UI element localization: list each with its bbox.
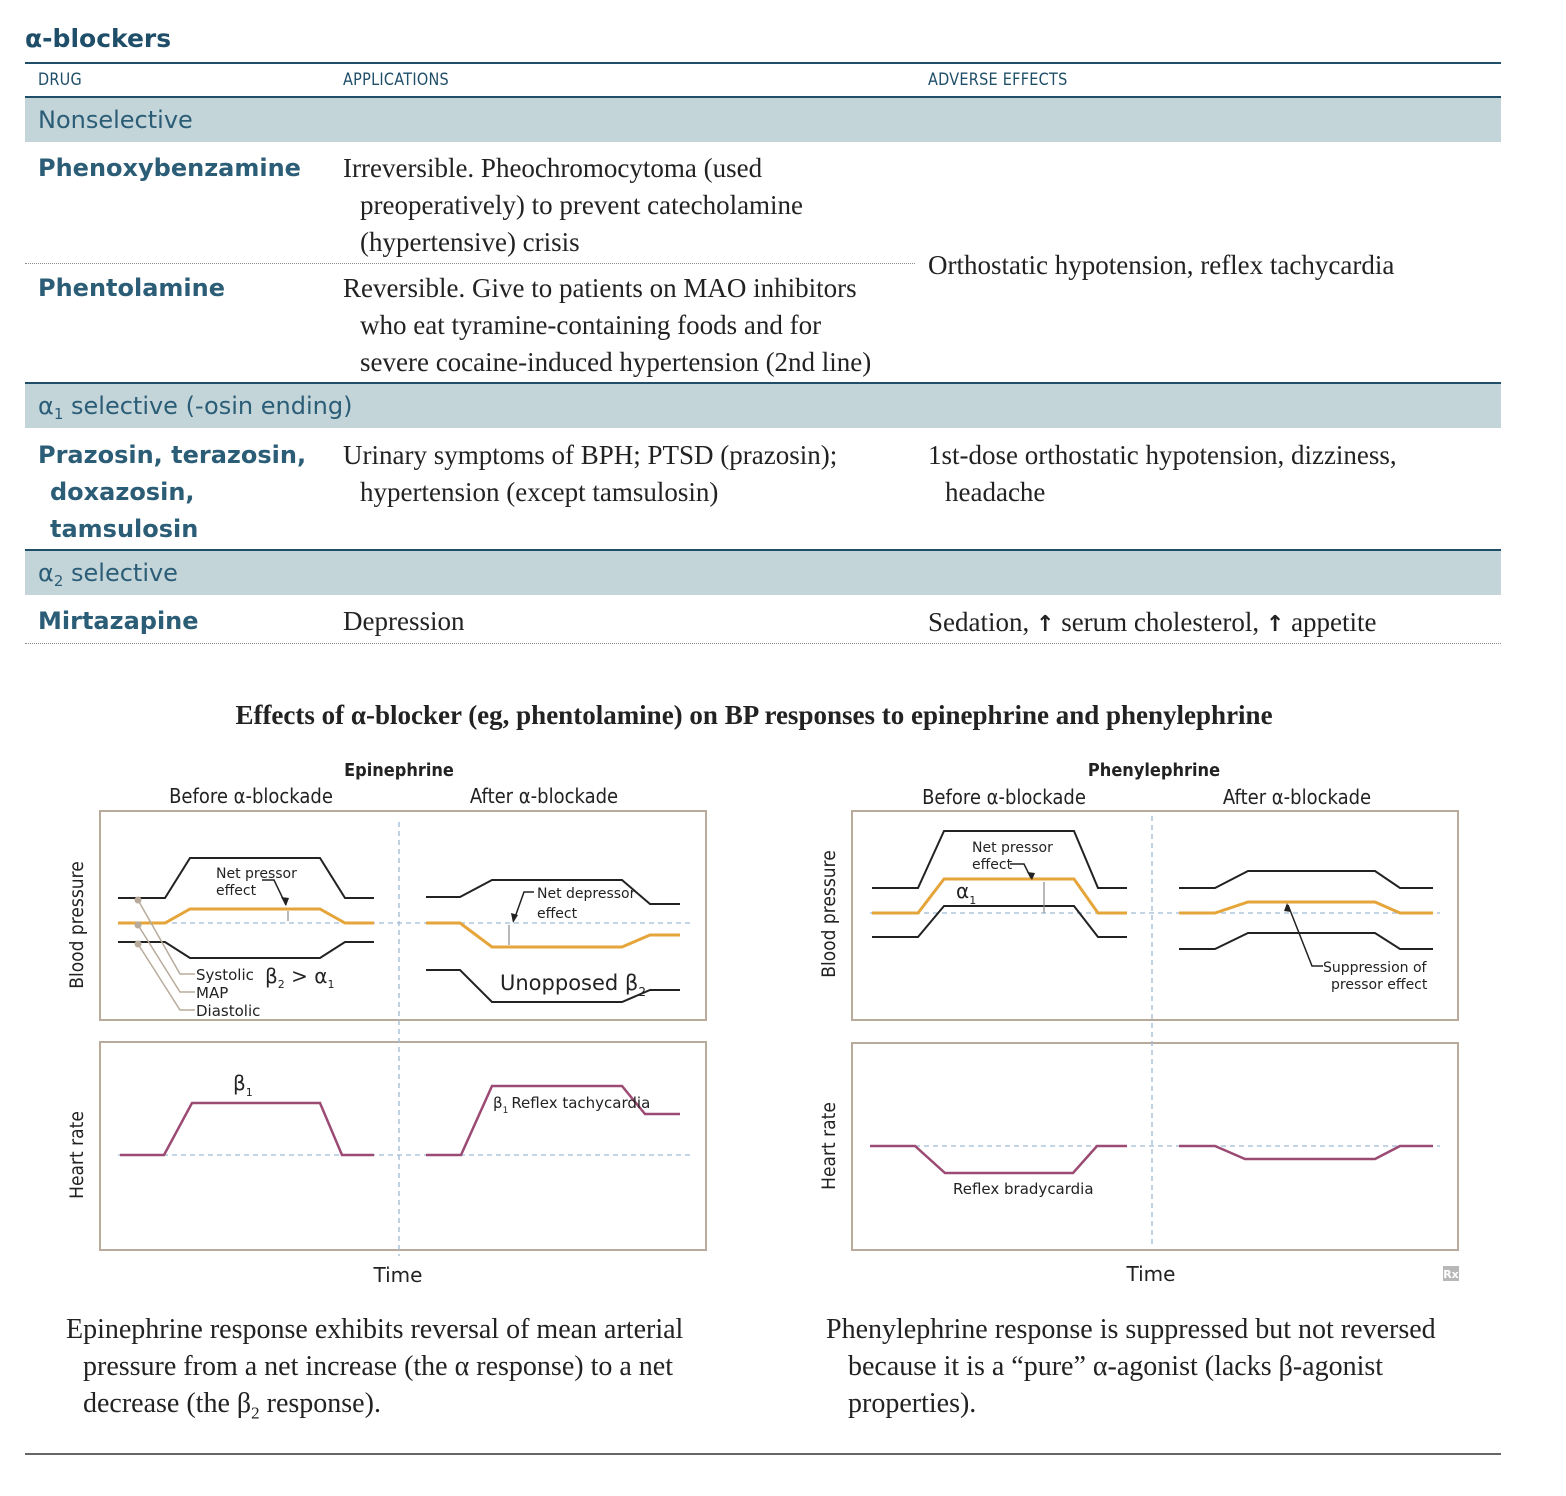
epi-after-label: After α-blockade — [470, 785, 618, 808]
diastolic-label: Diastolic — [196, 1002, 260, 1020]
phenylephrine-title: Phenylephrine — [1088, 760, 1220, 781]
epi-hr-axis-label: Heart rate — [66, 1111, 88, 1199]
epi-time-label: Time — [373, 1263, 423, 1287]
up-arrow-icon: ↑ — [1265, 612, 1285, 637]
text-line: headache — [945, 477, 1046, 507]
net-pressor-effect-label: effect — [216, 883, 257, 899]
epi-hr-panel — [99, 1041, 707, 1251]
phe-after-heart-rate — [1179, 1144, 1433, 1161]
group-label: Nonselective — [38, 106, 193, 134]
group-label: α1 selective (-osin ending) — [38, 392, 353, 423]
epi-after-diastolic — [426, 969, 680, 1003]
phe-net-pressor-label: Net pressor — [972, 840, 1053, 856]
phe-before-diastolic — [872, 905, 1127, 938]
drug-name: Prazosin, terazosin, doxazosin, tamsulos… — [38, 441, 307, 543]
epi-before-map — [118, 907, 374, 925]
phe-net-pressor-effect-label: effect — [972, 857, 1013, 873]
drug-name: Phenoxybenzamine — [38, 154, 301, 182]
phe-hr-panel — [851, 1042, 1459, 1251]
unopposed-beta2-label: Unopposed β2 — [500, 971, 646, 999]
text-line: (hypertensive) crisis — [360, 227, 580, 257]
beta2-gt-alpha1-label: β2 > α1 — [265, 964, 334, 991]
adverse-effects-cell: 1st-dose orthostatic hypotension, dizzin… — [928, 437, 1498, 511]
text-line: Reversible. Give to patients on MAO inhi… — [343, 273, 857, 303]
phe-before-map — [872, 877, 1127, 915]
column-header-applications: APPLICATIONS — [343, 70, 449, 90]
group-band-alpha2: α2 selective — [25, 551, 1501, 595]
row-divider — [25, 263, 915, 264]
reflex-bradycardia-label: Reflex bradycardia — [953, 1180, 1094, 1198]
applications-cell: Reversible. Give to patients on MAO inhi… — [343, 270, 923, 381]
adverse-effects-cell: Sedation, ↑ serum cholesterol, ↑ appetit… — [928, 607, 1377, 637]
up-arrow-icon: ↑ — [1036, 612, 1055, 637]
net-pressor-label: Net pressor — [216, 866, 297, 882]
phe-hr-axis-label: Heart rate — [818, 1102, 840, 1190]
suppression-effect-label: pressor effect — [1331, 977, 1428, 993]
text-line: who eat tyramine-containing foods and fo… — [360, 310, 822, 340]
epi-before-heart-rate — [120, 1101, 374, 1157]
phe-after-systolic — [1179, 870, 1433, 889]
text-line: 1st-dose orthostatic hypotension, dizzin… — [928, 440, 1397, 470]
net-depressor-effect-label: effect — [537, 906, 578, 922]
phe-before-label: Before α-blockade — [922, 786, 1086, 809]
top-rule — [25, 62, 1501, 64]
phe-before-systolic — [872, 830, 1127, 889]
epi-after-systolic — [426, 879, 680, 905]
epinephrine-caption: Epinephrine response exhibits reversal o… — [66, 1314, 684, 1423]
bottom-rule — [25, 1453, 1501, 1455]
text-line: hypertension (except tamsulosin) — [360, 477, 719, 507]
group-label: α2 selective — [38, 559, 178, 590]
phe-time-label: Time — [1126, 1262, 1176, 1286]
rx-logo-icon — [1443, 1266, 1459, 1281]
text-line: Urinary symptoms of BPH; PTSD (prazosin)… — [343, 440, 838, 470]
text-line: severe cocaine-induced hypertension (2nd… — [360, 347, 872, 377]
column-header-drug: DRUG — [38, 70, 82, 90]
drug-name: Phentolamine — [38, 274, 226, 302]
group-band-alpha1: α1 selective (-osin ending) — [25, 384, 1501, 428]
phe-after-diastolic — [1179, 932, 1433, 950]
epi-before-label: Before α-blockade — [169, 785, 333, 808]
figure-title: Effects of α-blocker (eg, phentolamine) … — [235, 700, 1273, 730]
section-title: α-blockers — [25, 24, 172, 53]
applications-cell: Irreversible. Pheochromocytoma (used pre… — [343, 150, 913, 261]
beta1-label: β1 — [233, 1071, 253, 1099]
phe-bp-axis-label: Blood pressure — [818, 850, 840, 977]
text-line: Irreversible. Pheochromocytoma (used — [343, 153, 763, 183]
phe-after-map — [1179, 900, 1433, 915]
group-band-nonselective: Nonselective — [25, 98, 1501, 142]
applications-cell: Urinary symptoms of BPH; PTSD (prazosin)… — [343, 437, 913, 511]
map-label: MAP — [196, 984, 228, 1002]
header-rule — [25, 96, 1501, 98]
phe-alpha1-label: α1 — [956, 879, 976, 907]
column-header-adverse-effects: ADVERSE EFFECTS — [928, 70, 1068, 90]
epi-before-diastolic — [118, 941, 374, 959]
phe-bp-panel — [851, 810, 1459, 1021]
phenylephrine-caption: Phenylephrine response is suppressed but… — [826, 1314, 1436, 1419]
applications-cell: Depression — [343, 606, 465, 636]
epi-before-systolic — [118, 857, 374, 899]
epi-bp-axis-label: Blood pressure — [66, 861, 88, 988]
group-rule — [25, 382, 1501, 384]
table-bottom-divider — [25, 643, 1501, 644]
text-line: preoperatively) to prevent catecholamine — [360, 190, 804, 220]
group-rule — [25, 549, 1501, 551]
phe-before-heart-rate — [870, 1144, 1127, 1175]
systolic-label: Systolic — [196, 966, 254, 984]
drug-name: Mirtazapine — [38, 607, 199, 635]
epinephrine-title: Epinephrine — [344, 760, 454, 781]
epi-after-heart-rate — [426, 1084, 680, 1157]
adverse-effects-cell: Orthostatic hypotension, reflex tachycar… — [928, 250, 1395, 280]
phe-after-label: After α-blockade — [1223, 786, 1371, 809]
rx-logo-text: Rx — [1443, 1268, 1459, 1281]
reflex-tachycardia-label: β1 Reflex tachycardia — [493, 1094, 650, 1116]
suppression-label: Suppression of — [1323, 960, 1428, 976]
epi-after-map — [426, 921, 680, 949]
net-depressor-label: Net depressor — [537, 886, 636, 902]
epi-bp-panel — [99, 810, 707, 1021]
bp-response-figure: Epinephrine Before α-blockade After α-bl… — [66, 760, 1459, 1287]
